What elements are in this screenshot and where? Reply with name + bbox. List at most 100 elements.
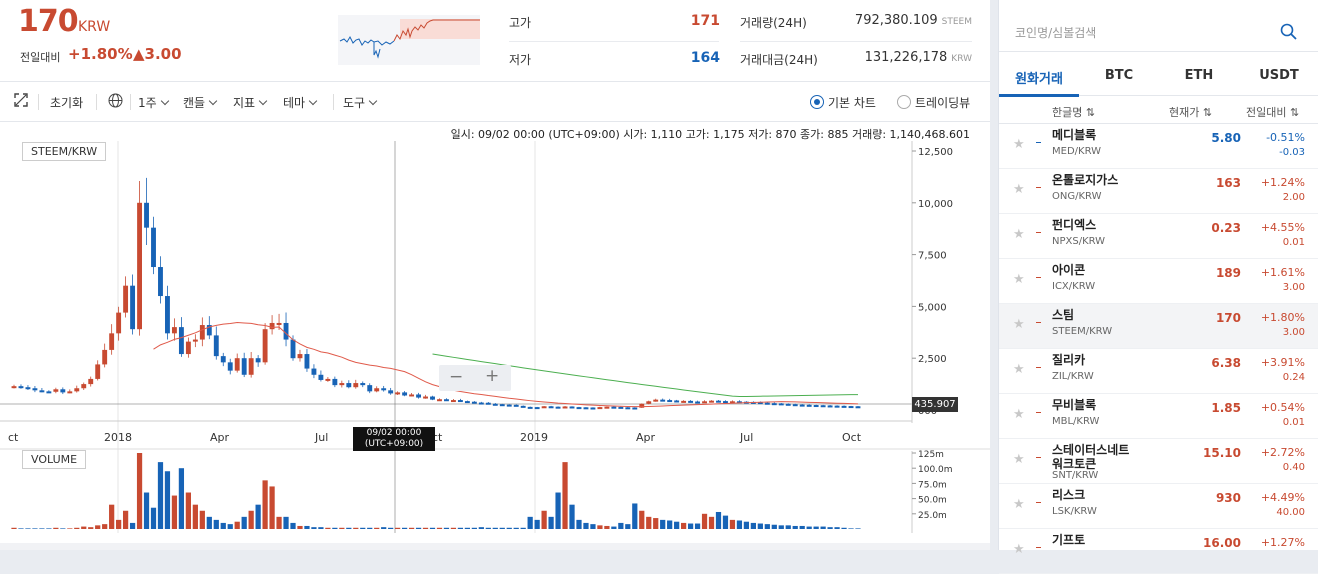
volume-bar	[136, 453, 143, 529]
market-row[interactable]: ★ 스팀 STEEM/KRW 170 +1.80% 3.00	[999, 304, 1318, 349]
volume-bar	[436, 527, 443, 529]
coin-name: 펀디엑스	[1052, 218, 1097, 232]
star-icon[interactable]: ★	[1013, 497, 1025, 512]
star-icon[interactable]: ★	[1013, 182, 1025, 197]
volume-bar	[199, 510, 205, 529]
volume-tick-label: 125m	[918, 450, 944, 460]
market-row[interactable]: ★ 스테이터스네트워크토큰 SNT/KRW 15.10 +2.72% 0.40	[999, 439, 1318, 484]
market-row[interactable]: ★ 펀디엑스 NPXS/KRW 0.23 +4.55% 0.01	[999, 214, 1318, 259]
volume-bar	[778, 525, 784, 529]
market-row[interactable]: ★ 무비블록 MBL/KRW 1.85 +0.54% 0.01	[999, 394, 1318, 439]
volume-bar	[32, 528, 38, 529]
crosshair-time-label: 09/02 00:00 (UTC+09:00)	[353, 427, 435, 451]
candle-body	[227, 362, 233, 371]
volume-bar	[639, 510, 645, 529]
zoom-in-button[interactable]: +	[485, 366, 500, 386]
coin-change-abs: -0.03	[1279, 147, 1305, 158]
volume-bar	[429, 527, 436, 529]
candle-body	[437, 399, 442, 402]
volume-bar	[750, 522, 756, 529]
market-row[interactable]: ★ 리스크 LSK/KRW 930 +4.49% 40.00	[999, 484, 1318, 529]
indicator-dropdown[interactable]: 지표	[233, 94, 268, 111]
volume-bar	[408, 527, 415, 529]
volume-bar	[729, 519, 736, 529]
candle-dropdown[interactable]: 캔들	[183, 94, 218, 111]
col-name-sort[interactable]: 한글명 ⇅	[1052, 106, 1096, 119]
market-row[interactable]: ★ 온톨로지가스 ONG/KRW 163 +1.24% 2.00	[999, 169, 1318, 214]
tab-btc[interactable]: BTC	[1104, 68, 1134, 83]
star-icon[interactable]: ★	[1013, 407, 1025, 422]
candle-body	[255, 358, 261, 363]
tab-eth[interactable]: ETH	[1184, 68, 1214, 83]
candle-body	[144, 202, 149, 228]
candle-body	[611, 406, 617, 409]
coin-search[interactable]: 코인명/심볼검색	[999, 12, 1318, 52]
market-row[interactable]: ★ 기프토 16.00 +1.27%	[999, 529, 1318, 574]
volume-tick-label: 100.0m	[918, 465, 953, 475]
search-icon[interactable]	[1280, 23, 1297, 44]
col-change-sort[interactable]: 전일대비 ⇅	[1246, 106, 1300, 119]
candle-body	[834, 405, 840, 408]
volume-bar	[109, 504, 115, 529]
volume-bar	[457, 527, 464, 529]
market-row[interactable]: ★ 질리카 ZIL/KRW 6.38 +3.91% 0.24	[999, 349, 1318, 394]
volume-bar	[129, 522, 136, 529]
volume-bar	[60, 528, 66, 529]
search-input[interactable]: 코인명/심볼검색	[1015, 26, 1097, 40]
expand-icon[interactable]	[14, 93, 28, 110]
star-icon[interactable]: ★	[1013, 227, 1025, 242]
theme-dropdown[interactable]: 테마	[283, 94, 318, 111]
star-icon[interactable]: ★	[1013, 362, 1025, 377]
candle-body	[492, 403, 498, 406]
tools-dropdown[interactable]: 도구	[343, 94, 378, 111]
candle-body	[771, 403, 777, 406]
candle-body	[276, 322, 282, 325]
volume-bar	[269, 486, 275, 529]
coin-symbol: SNT/KRW	[1052, 470, 1099, 481]
tab-krw[interactable]: 원화거래	[1015, 72, 1063, 87]
tab-usdt[interactable]: USDT	[1259, 68, 1299, 83]
candle-body	[290, 339, 296, 359]
volume-bar	[506, 527, 512, 529]
volume-bar	[164, 471, 171, 529]
candle-body	[158, 267, 163, 297]
col-price-sort[interactable]: 현재가 ⇅	[1169, 106, 1213, 119]
volume-bar	[757, 523, 763, 529]
candle-body	[457, 400, 463, 403]
volume-bar	[388, 527, 394, 529]
star-icon[interactable]: ★	[1013, 317, 1025, 332]
basic-chart-radio[interactable]: 기본 차트	[810, 94, 876, 111]
candle-body	[625, 407, 631, 410]
tradingview-radio[interactable]: 트레이딩뷰	[897, 94, 970, 111]
coin-change-abs: 0.40	[1282, 462, 1305, 473]
price-chart[interactable]: 일시: 09/02 00:00 (UTC+09:00) 시가: 1,110 고가…	[0, 123, 990, 543]
star-icon[interactable]: ★	[1013, 452, 1025, 467]
candle-body	[723, 401, 728, 404]
volume-bar	[653, 518, 659, 529]
volume-bar	[325, 527, 331, 529]
candle-body	[646, 401, 652, 404]
candle-body	[374, 388, 380, 392]
reset-button[interactable]: 초기화	[50, 96, 84, 110]
candle-body	[632, 407, 638, 410]
candle-body	[827, 405, 833, 408]
globe-icon[interactable]	[108, 93, 123, 111]
interval-dropdown[interactable]: 1주	[138, 94, 169, 111]
zoom-out-button[interactable]: −	[449, 367, 464, 387]
volume-bar	[520, 527, 526, 529]
candle-body	[402, 392, 408, 396]
candle-body	[499, 404, 505, 407]
volume-bar	[150, 507, 157, 529]
star-icon[interactable]: ★	[1013, 272, 1025, 287]
market-row[interactable]: ★ 아이콘 ICX/KRW 189 +1.61% 3.00	[999, 259, 1318, 304]
volume-bar	[262, 480, 268, 529]
candle-body	[234, 358, 240, 371]
volume-bar	[855, 528, 861, 529]
star-icon[interactable]: ★	[1013, 137, 1025, 152]
candle-body	[318, 374, 324, 380]
volume-bar	[241, 516, 247, 529]
volume-bar	[178, 468, 185, 529]
coin-name: 질리카	[1052, 353, 1086, 367]
market-row[interactable]: ★ 메디블록 MED/KRW 5.80 -0.51% -0.03	[999, 124, 1318, 169]
volume-bar	[827, 527, 833, 529]
